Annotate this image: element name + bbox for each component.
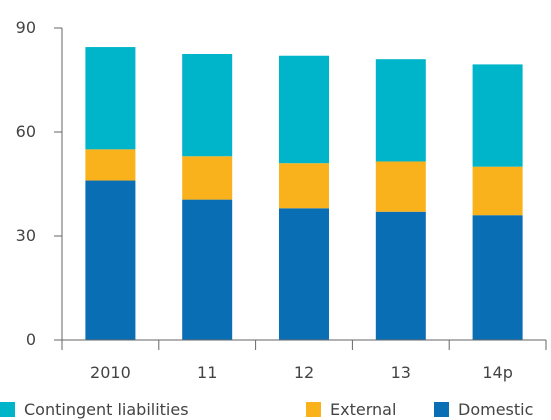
bar-segment-contingent-liabilities <box>85 47 136 150</box>
bar-segment-contingent-liabilities <box>279 55 329 164</box>
legend-label-domestic: Domestic <box>458 400 534 419</box>
bar-segment-domestic <box>182 199 233 340</box>
x-tick-label: 12 <box>294 363 314 382</box>
bar-segment-domestic <box>85 180 136 340</box>
legend-label-contingent: Contingent liabilities <box>24 400 189 419</box>
legend: Contingent liabilities External Domestic <box>0 396 551 420</box>
x-tick-label: 14p <box>482 363 513 382</box>
legend-item-domestic: Domestic <box>434 400 533 419</box>
legend-label-external: External <box>330 400 397 419</box>
bar-segment-contingent-liabilities <box>182 54 233 157</box>
legend-item-contingent: Contingent liabilities <box>0 400 189 419</box>
bar-segment-domestic <box>375 211 426 340</box>
bar-segment-external <box>472 166 523 216</box>
y-tick-label: 90 <box>16 18 36 37</box>
bar-segment-domestic <box>279 208 329 340</box>
x-tick-label: 11 <box>197 363 217 382</box>
legend-swatch-external <box>306 402 321 417</box>
x-axis: 2010 11 12 13 14p <box>61 339 547 382</box>
y-axis: 0 30 60 90 <box>16 18 63 349</box>
bars <box>85 47 523 340</box>
bar-segment-external <box>182 156 233 200</box>
bar-segment-external <box>279 163 329 209</box>
stacked-bar-chart: 0 30 60 90 2010 11 12 13 14p <box>16 18 547 382</box>
legend-swatch-domestic <box>434 402 449 417</box>
legend-swatch-contingent <box>0 402 15 417</box>
y-tick-label: 60 <box>16 122 36 141</box>
bar-segment-external <box>375 161 426 212</box>
y-tick-label: 30 <box>16 226 36 245</box>
legend-item-external: External <box>306 400 396 419</box>
bar-segment-contingent-liabilities <box>375 59 426 162</box>
x-tick-label: 2010 <box>90 363 131 382</box>
x-tick-label: 13 <box>391 363 411 382</box>
bar-segment-external <box>85 149 136 181</box>
bar-segment-domestic <box>472 215 523 340</box>
y-tick-label: 0 <box>26 330 36 349</box>
bar-segment-contingent-liabilities <box>472 64 523 167</box>
